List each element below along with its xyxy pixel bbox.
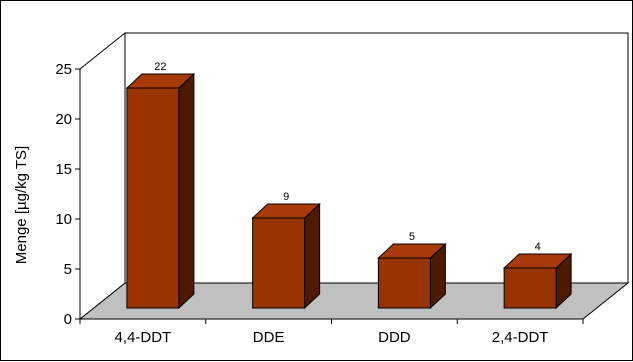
y-tick-label: 10: [55, 211, 72, 228]
side-wall: [79, 31, 126, 321]
bar: 9: [251, 191, 321, 310]
bar: 4: [502, 241, 573, 310]
y-axis-label: Menge [µg/kg TS]: [13, 146, 30, 264]
bar-front: [252, 217, 306, 309]
data-label: 4: [535, 241, 541, 253]
x-axis: 4,4-DDT DDE DDD 2,4-DDT: [79, 318, 584, 346]
chart-walls: [78, 31, 630, 321]
x-tick-label: DDE: [253, 329, 285, 346]
bar: 22: [125, 61, 196, 310]
bar: 5: [377, 231, 447, 310]
y-tick-label: 20: [55, 111, 72, 128]
back-wall: [124, 32, 629, 284]
bars: 22 9 5 4: [125, 61, 573, 310]
x-tick-label: 4,4-DDT: [115, 329, 172, 346]
y-tick-label: 15: [55, 161, 72, 178]
data-label: 5: [409, 231, 415, 243]
y-axis: 0 5 10 15 20 25: [55, 61, 81, 328]
x-tick-label: 2,4-DDT: [492, 329, 549, 346]
bar-side: [304, 202, 321, 310]
bar-front: [377, 257, 431, 309]
data-label: 9: [283, 191, 289, 203]
data-label: 22: [154, 61, 166, 73]
x-tick-label: DDD: [378, 329, 411, 346]
y-tick-label: 5: [64, 261, 72, 278]
y-tick-label: 0: [64, 311, 72, 328]
y-tick-label: 25: [55, 61, 72, 78]
bar-front: [126, 87, 180, 309]
bar-side: [178, 72, 195, 310]
bar-front: [503, 267, 557, 309]
